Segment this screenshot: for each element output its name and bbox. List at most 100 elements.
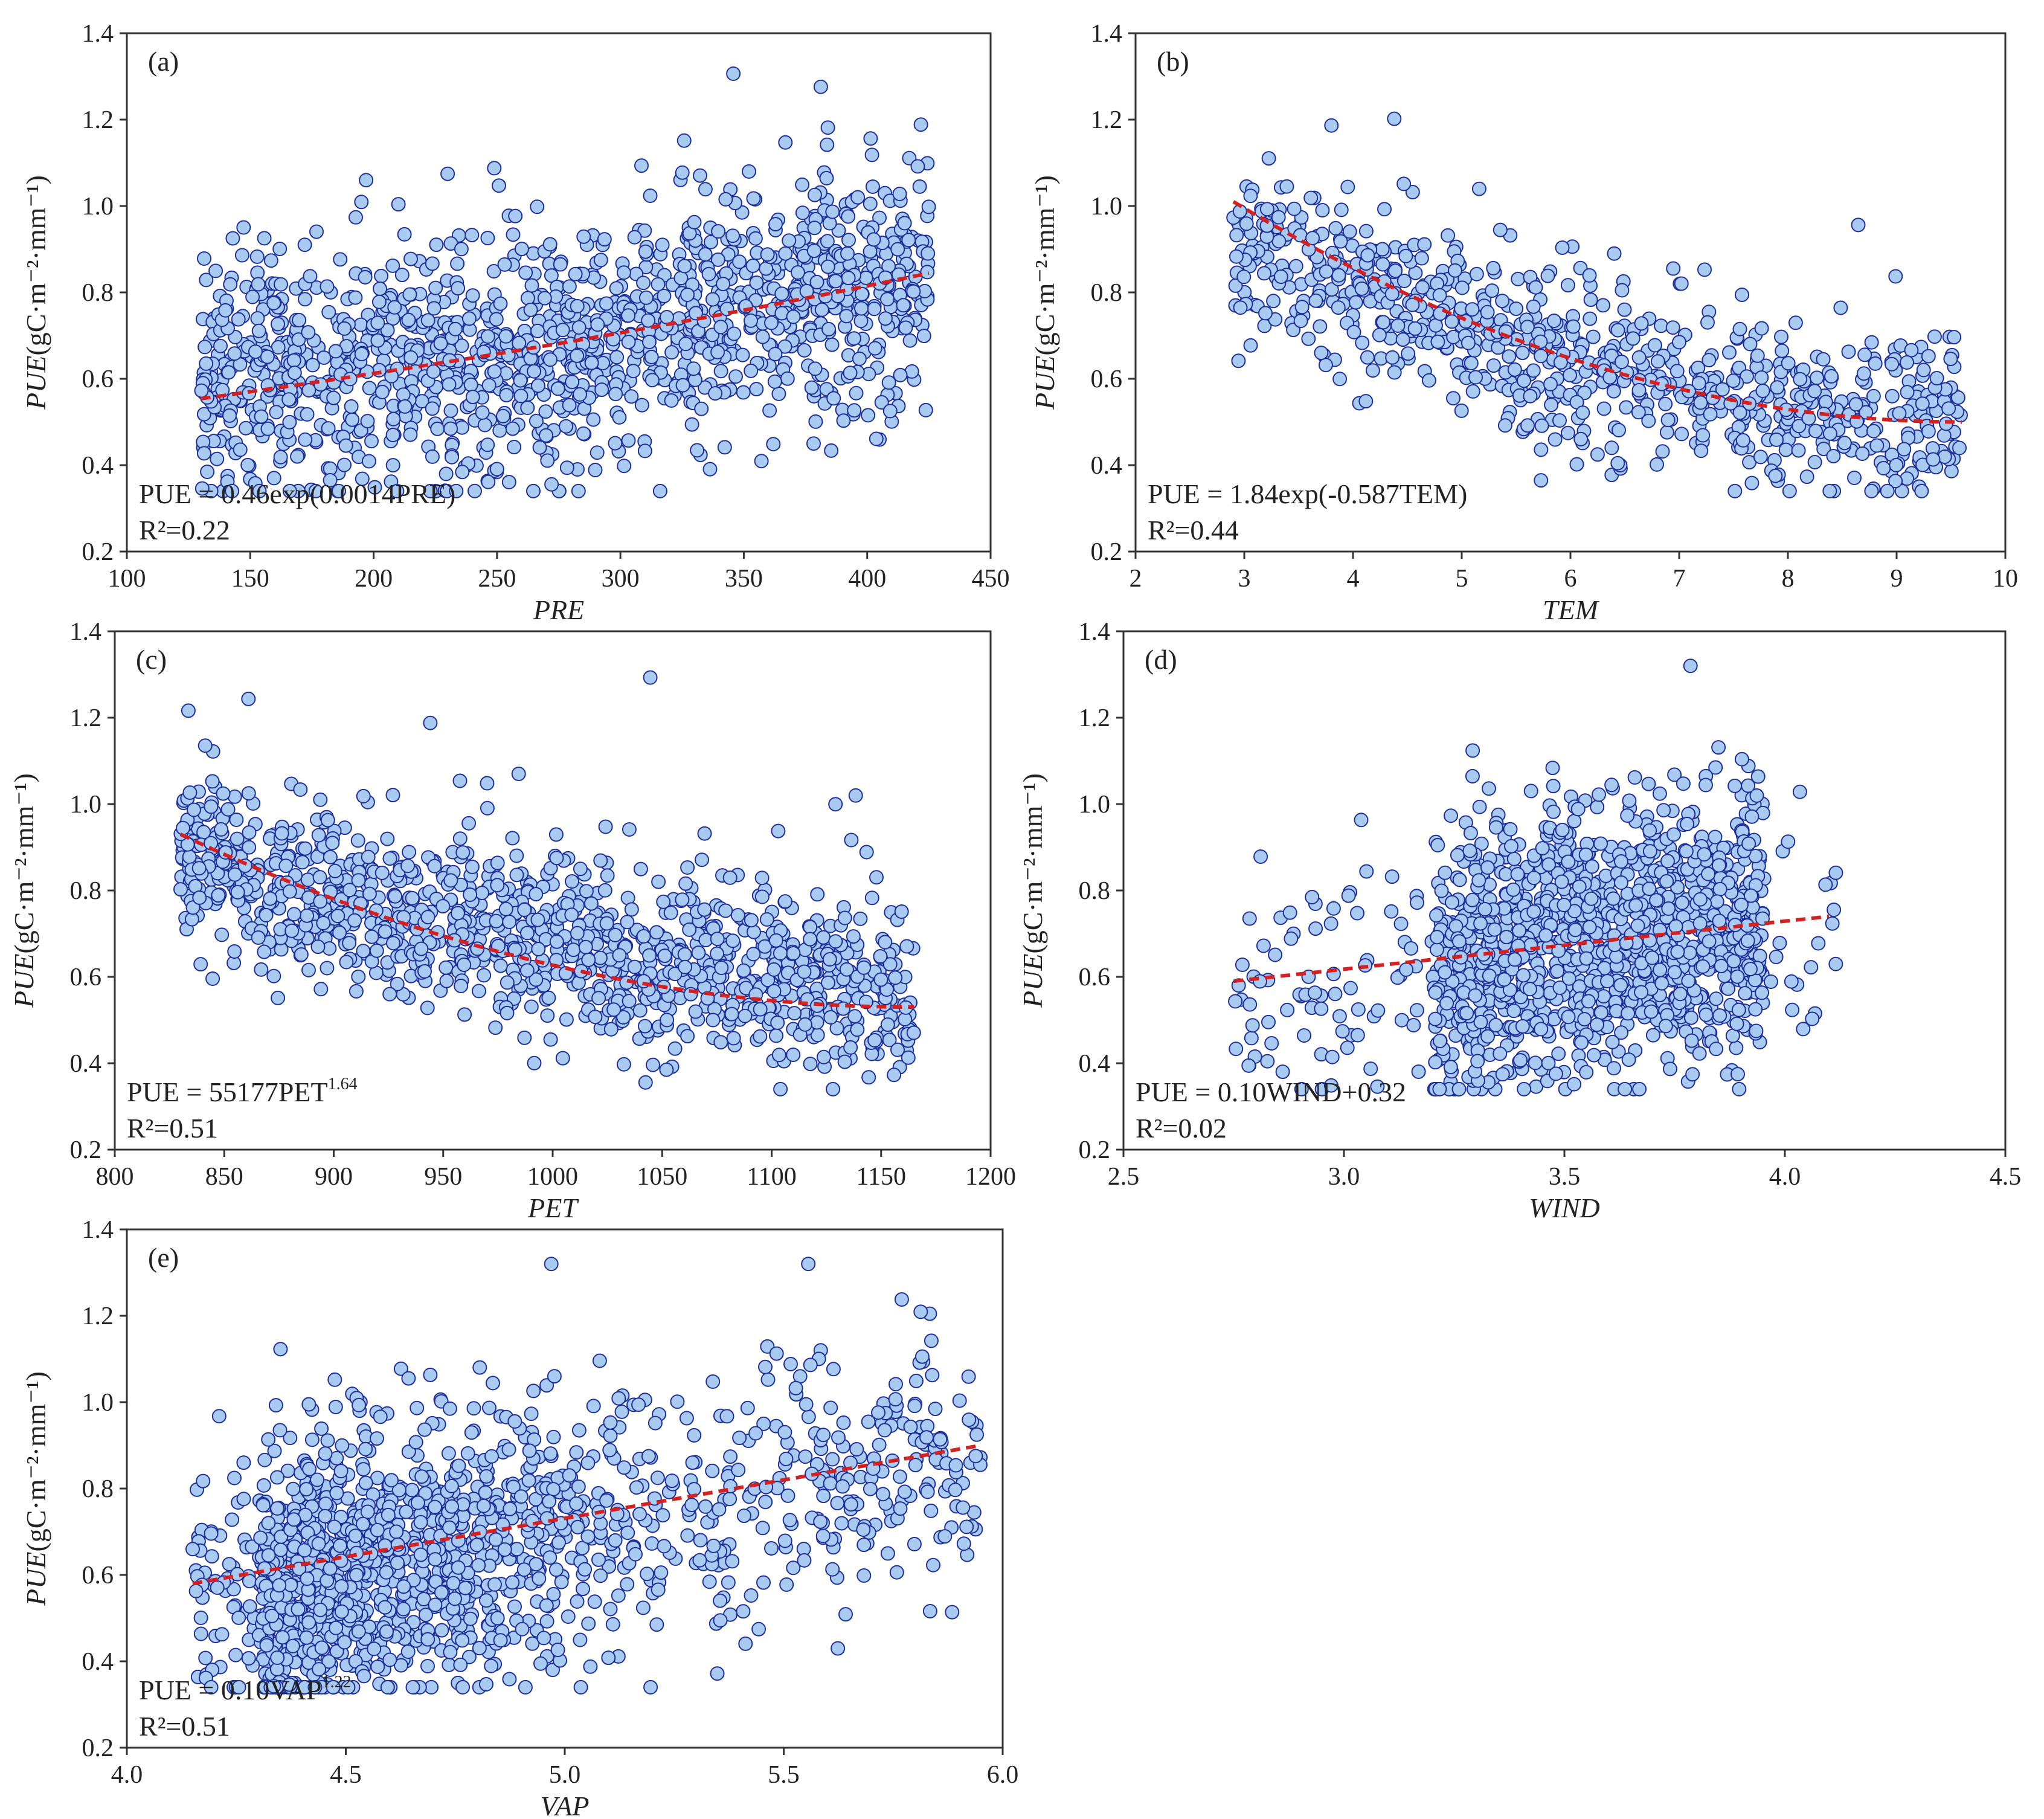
scatter-point	[863, 131, 878, 146]
scatter-point	[1755, 384, 1770, 398]
scatter-point	[511, 767, 526, 781]
y-tick-label: 0.4	[82, 452, 114, 480]
scatter-point	[1770, 380, 1785, 395]
scatter-point	[711, 224, 726, 239]
scatter-point	[1709, 991, 1724, 1006]
scatter-point	[1727, 483, 1743, 498]
scatter-point	[1464, 356, 1479, 371]
scatter-point	[1441, 228, 1456, 243]
x-tick-label: 5	[1456, 565, 1468, 593]
scatter-point	[1567, 1077, 1582, 1092]
scatter-point	[1672, 335, 1686, 350]
scatter-point	[1229, 228, 1244, 243]
x-tick-label: 200	[355, 565, 393, 593]
y-tick-label: 0.6	[70, 964, 102, 991]
scatter-point	[590, 445, 605, 460]
scatter-point	[621, 433, 636, 448]
scatter-point	[581, 952, 596, 967]
scatter-point	[583, 896, 599, 911]
scatter-point	[1228, 994, 1243, 1009]
scatter-point	[385, 428, 400, 442]
scatter-point	[241, 786, 256, 801]
scatter-point	[1396, 176, 1412, 192]
scatter-point	[254, 409, 269, 424]
scatter-point	[254, 962, 269, 977]
scatter-point	[738, 1636, 753, 1651]
scatter-point	[1488, 1017, 1503, 1032]
scatter-point	[920, 265, 935, 280]
scatter-point	[1393, 916, 1409, 932]
scatter-point	[1729, 1040, 1744, 1055]
scatter-point	[1560, 278, 1575, 293]
x-tick-label: 1150	[856, 1163, 906, 1191]
scatter-point	[420, 910, 435, 925]
scatter-point	[1343, 980, 1358, 996]
scatter-point	[1775, 343, 1790, 358]
scatter-point	[828, 274, 843, 289]
scatter-point	[1443, 1060, 1458, 1075]
scatter-point	[1471, 181, 1486, 196]
scatter-point	[429, 237, 444, 253]
scatter-point	[1641, 776, 1656, 791]
scatter-point	[866, 232, 881, 247]
scatter-point	[543, 1032, 558, 1047]
scatter-point	[1561, 854, 1576, 869]
scatter-point	[627, 959, 642, 974]
scatter-point	[240, 457, 256, 472]
y-tick-label: 1.0	[82, 193, 114, 221]
scatter-point	[1414, 251, 1429, 266]
scatter-point	[568, 266, 583, 282]
scatter-point	[688, 1004, 703, 1019]
r-squared: R²=0.44	[1148, 515, 1239, 546]
scatter-point	[427, 858, 442, 874]
scatter-point	[524, 278, 539, 293]
scatter-point	[1617, 302, 1632, 317]
scatter-point	[744, 313, 758, 328]
scatter-point	[312, 870, 327, 885]
scatter-point	[806, 243, 821, 259]
scatter-point	[505, 831, 520, 846]
r-squared: R²=0.02	[1136, 1113, 1227, 1144]
scatter-point	[1303, 190, 1319, 205]
scatter-point	[890, 242, 905, 257]
scatter-point	[821, 975, 835, 990]
scatter-point	[1866, 388, 1881, 404]
scatter-point	[1233, 300, 1248, 315]
scatter-point	[612, 948, 627, 963]
scatter-point	[303, 269, 318, 284]
scatter-point	[736, 963, 751, 978]
scatter-point	[727, 326, 742, 341]
scatter-point	[274, 277, 288, 292]
scatter-point	[1755, 985, 1769, 1000]
scatter-point	[1607, 246, 1622, 261]
scatter-point	[1384, 869, 1400, 884]
scatter-point	[1642, 844, 1657, 859]
scatter-point	[216, 786, 231, 801]
scatter-point	[1332, 1009, 1347, 1024]
scatter-point	[754, 454, 769, 469]
scatter-point	[320, 813, 335, 828]
scatter-point	[701, 266, 716, 282]
scatter-point	[894, 904, 909, 919]
scatter-point	[1511, 271, 1526, 286]
scatter-point	[617, 459, 632, 474]
scatter-point	[513, 373, 528, 388]
scatter-point	[713, 320, 728, 335]
scatter-point	[1695, 959, 1711, 974]
scatter-point	[373, 282, 387, 296]
scatter-point	[311, 828, 326, 843]
scatter-point	[896, 298, 911, 313]
scatter-point	[1888, 269, 1903, 284]
scatter-point	[773, 1081, 788, 1096]
scatter-point	[1711, 740, 1726, 755]
scatter-point	[1818, 394, 1833, 410]
y-tick-label: 0.8	[1091, 279, 1123, 307]
scatter-point	[332, 925, 347, 940]
scatter-point	[1417, 237, 1432, 252]
scatter-point	[266, 471, 281, 486]
scatter-point	[1239, 216, 1254, 231]
scatter-point	[1314, 346, 1329, 361]
scatter-point	[1569, 457, 1584, 472]
scatter-point	[1575, 405, 1590, 420]
scatter-point	[873, 972, 889, 987]
